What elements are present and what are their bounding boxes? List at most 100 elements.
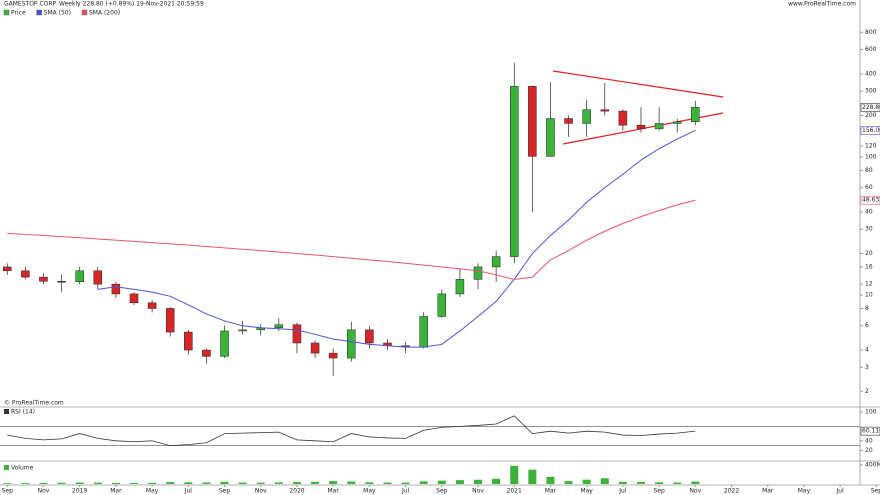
- x-tick-label: Jul: [401, 488, 410, 495]
- panel-title: Volume: [11, 465, 34, 472]
- candle-body: [220, 330, 229, 357]
- volume-bar: [111, 482, 120, 484]
- y-tick-label: 6: [865, 322, 869, 329]
- volume-bar: [21, 483, 30, 484]
- x-tick-label: Sep: [219, 488, 231, 495]
- volume-bar: [365, 482, 374, 484]
- x-tick-label: Nov: [38, 488, 50, 495]
- x-tick-label: 2021: [507, 488, 522, 495]
- volume-bar: [311, 481, 320, 484]
- x-tick-label: Mar: [762, 488, 774, 495]
- candle-body: [437, 293, 447, 317]
- volume-bar: [39, 483, 48, 484]
- candle-body: [672, 121, 682, 124]
- candle-body: [419, 316, 428, 348]
- candle-body: [582, 109, 591, 124]
- candle-body: [654, 123, 664, 130]
- y-tick-label: 100: [865, 409, 877, 416]
- candle-body: [310, 342, 320, 354]
- volume-bar: [564, 481, 573, 484]
- y-tick-label: 30: [865, 226, 873, 233]
- watermark: www.ProRealTime.com: [788, 1, 856, 8]
- x-tick-label: 2020: [289, 488, 304, 495]
- volume-bar: [93, 482, 102, 484]
- volume-bar: [148, 482, 157, 484]
- x-tick-label: Jul: [618, 488, 627, 495]
- volume-bar: [673, 482, 682, 484]
- x-tick-label: Nov: [472, 488, 484, 495]
- candle-body: [39, 276, 48, 282]
- y-tick-label: 400: [865, 70, 877, 77]
- legend-swatch: [81, 9, 88, 16]
- candle-body: [473, 266, 483, 280]
- y-tick-label: 200: [865, 112, 877, 119]
- x-tick-label: Nov: [689, 488, 701, 495]
- legend-label: Price: [11, 10, 26, 17]
- x-tick-label: 2019: [72, 488, 87, 495]
- candle-body: [455, 279, 465, 295]
- last-value-box: [860, 195, 880, 205]
- panel-title: RSI (14): [11, 409, 35, 416]
- candle-body: [184, 331, 193, 351]
- y-tick-label: 20: [865, 447, 873, 454]
- volume-bar: [546, 476, 555, 484]
- x-tick-label: Jul: [836, 488, 845, 495]
- volume-bar: [347, 481, 356, 484]
- candle-body: [75, 270, 84, 282]
- candle-body: [21, 270, 30, 278]
- x-tick-label: Jul: [184, 488, 193, 495]
- volume-bar: [238, 482, 247, 484]
- candle-body: [636, 124, 646, 130]
- volume-bar: [600, 478, 609, 484]
- candle-body: [2, 266, 12, 272]
- sma-line: [7, 199, 696, 280]
- volume-bar: [329, 481, 338, 484]
- y-tick-label: 40: [865, 437, 873, 444]
- x-tick-label: May: [580, 488, 593, 495]
- volume-bar: [492, 478, 501, 484]
- candle-body: [147, 302, 157, 309]
- candle-body: [274, 324, 284, 329]
- candle-body: [600, 109, 610, 112]
- candle-body: [111, 283, 121, 295]
- volume-bar: [75, 482, 84, 484]
- y-tick-label: 12: [865, 281, 873, 288]
- y-tick-label: 80: [865, 167, 873, 174]
- volume-bar: [691, 481, 700, 484]
- last-value-label: 156.00: [862, 127, 880, 134]
- x-tick-label: Sep: [436, 488, 448, 495]
- volume-bar: [582, 479, 591, 484]
- volume-bar: [184, 482, 193, 484]
- x-tick-label: Sep: [653, 488, 665, 495]
- sma-line: [97, 129, 696, 348]
- y-tick-label: 4: [865, 347, 869, 354]
- y-tick-label: 400M: [865, 461, 880, 468]
- y-tick-label: 8: [865, 305, 869, 312]
- volume-bar: [383, 482, 392, 484]
- volume-bar: [3, 483, 12, 484]
- last-value-label: 228.80: [862, 104, 880, 111]
- volume-bar: [202, 482, 211, 484]
- last-value-box: [860, 126, 880, 135]
- volume-bar: [636, 482, 645, 484]
- candle-body: [165, 308, 175, 333]
- y-tick-label: 40: [865, 208, 873, 215]
- y-tick-label: 120: [865, 143, 877, 150]
- rsi-line: [7, 415, 696, 447]
- candle-body: [57, 280, 66, 283]
- y-tick-label: 2: [865, 388, 869, 395]
- volume-bar: [618, 481, 627, 484]
- volume-bar: [256, 482, 265, 484]
- last-value-label: 60.116: [862, 428, 880, 435]
- last-value-box: [860, 426, 880, 436]
- y-tick-label: 10: [865, 292, 873, 299]
- volume-bar: [474, 479, 483, 484]
- candle-body: [491, 256, 501, 268]
- x-tick-label: May: [363, 488, 376, 495]
- candle-body: [546, 118, 555, 157]
- candle-body: [365, 329, 374, 344]
- candle-body: [238, 329, 247, 332]
- candle-body: [328, 352, 338, 359]
- volume-bar: [57, 482, 66, 484]
